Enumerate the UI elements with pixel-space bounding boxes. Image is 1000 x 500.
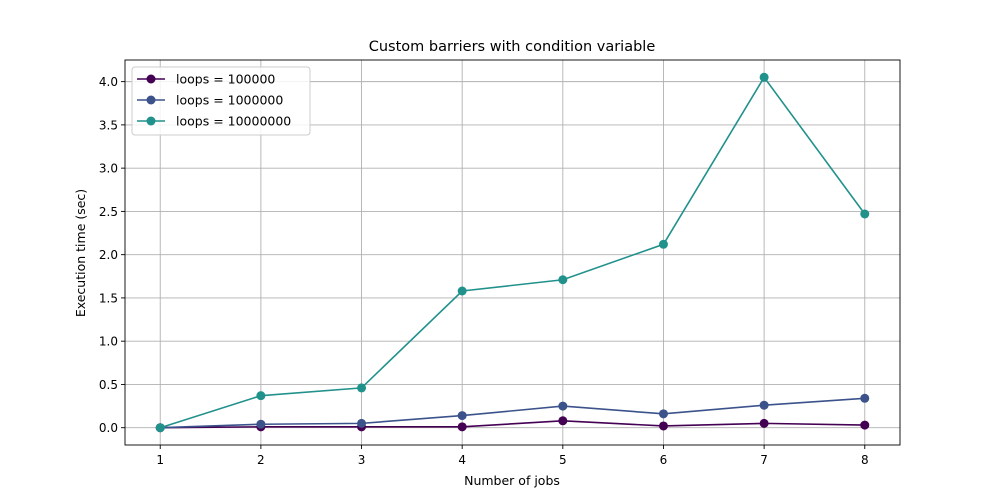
y-tick-label: 3.5	[99, 118, 118, 132]
y-tick-label: 4.0	[99, 75, 118, 89]
legend-marker	[146, 95, 156, 105]
y-tick-label: 2.0	[99, 248, 118, 262]
data-point	[357, 418, 367, 428]
x-tick-label: 5	[559, 453, 567, 467]
x-axis-ticks: 1 2 3 4 5 6 7 8	[156, 445, 869, 467]
data-point	[155, 423, 165, 433]
series-3	[155, 72, 870, 433]
chart-title: Custom barriers with condition variable	[369, 39, 656, 55]
legend-label: loops = 10000000	[176, 114, 291, 129]
series-line	[160, 419, 865, 429]
data-point	[457, 286, 467, 296]
data-point	[759, 418, 769, 428]
data-point	[658, 239, 668, 249]
data-point	[558, 401, 568, 411]
data-point	[658, 409, 668, 419]
plot-border	[124, 59, 901, 446]
x-tick-label: 6	[660, 453, 668, 467]
y-tick-label: 1.0	[99, 335, 118, 349]
x-tick-label: 4	[458, 453, 466, 467]
y-axis-ticks: 0.0 0.5 1.0 1.5 2.0 2.5 3.0 3.5 4.0	[99, 75, 125, 435]
legend-label: loops = 100000	[176, 72, 275, 87]
series-layer	[155, 72, 870, 433]
data-point	[256, 419, 266, 429]
y-tick-label: 1.5	[99, 291, 118, 305]
legend-marker	[146, 74, 156, 84]
y-tick-label: 0.5	[99, 378, 118, 392]
data-point	[457, 411, 467, 421]
data-point	[860, 393, 870, 403]
data-point	[658, 421, 668, 431]
data-point	[357, 383, 367, 393]
legend-item: loops = 100000	[137, 72, 275, 87]
legend-item: loops = 10000000	[137, 114, 291, 129]
y-tick-label: 0.0	[99, 421, 118, 435]
data-point	[759, 400, 769, 410]
x-tick-label: 3	[358, 453, 366, 467]
y-axis-label: Execution time (sec)	[73, 189, 88, 317]
data-point	[457, 422, 467, 432]
data-point	[860, 420, 870, 430]
y-tick-label: 2.5	[99, 205, 118, 219]
legend-item: loops = 1000000	[137, 93, 283, 108]
legend-marker	[146, 116, 156, 126]
data-point	[256, 391, 266, 401]
x-tick-label: 8	[861, 453, 869, 467]
legend-label: loops = 1000000	[176, 93, 283, 108]
data-point	[558, 275, 568, 285]
data-point	[860, 209, 870, 219]
x-tick-label: 2	[257, 453, 265, 467]
y-tick-label: 3.0	[99, 162, 118, 176]
x-axis-label: Number of jobs	[464, 473, 560, 488]
legend-box	[131, 66, 311, 136]
x-tick-label: 7	[760, 453, 768, 467]
series-line	[159, 75, 866, 429]
data-point	[558, 416, 568, 426]
data-point	[759, 72, 769, 82]
plot-frame	[124, 59, 901, 446]
x-tick-label: 1	[156, 453, 164, 467]
legend: loops = 100000 loops = 1000000 loops = 100…	[131, 66, 311, 136]
series-line	[160, 397, 865, 429]
grid	[125, 60, 900, 445]
